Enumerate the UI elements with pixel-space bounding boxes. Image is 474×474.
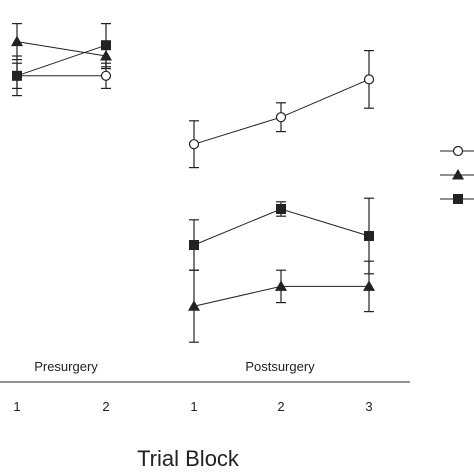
legend-marker-circle [452,145,464,157]
data-point-triangle [100,50,112,61]
phase-label-presurgery: Presurgery [34,359,98,374]
series-line-triangle [16,41,107,57]
data-point-triangle [11,35,23,47]
phase-label-postsurgery: Postsurgery [245,359,315,374]
series-line-square [16,44,107,77]
data-markers [11,35,375,311]
x-tick-label: 2 [277,399,284,414]
x-tick-label: 3 [365,399,372,414]
x-tick-label: 2 [102,399,109,414]
x-axis-title: Trial Block [137,446,240,471]
error-bars [12,23,374,343]
legend-marker-triangle [452,169,464,180]
data-point-square [101,40,111,51]
data-point-square [12,70,22,81]
legend [440,145,474,204]
legend-marker-square [453,194,463,204]
data-point-square [189,240,199,250]
data-point-square [364,231,374,241]
data-point-circle [188,139,200,150]
data-point-square [276,204,286,214]
data-point-triangle [275,280,287,291]
data-point-circle [275,112,287,123]
data-point-circle [100,70,112,81]
data-point-triangle [363,280,375,291]
series-lines [16,41,370,307]
data-point-triangle [188,300,200,311]
x-tick-label: 1 [190,399,197,414]
data-point-circle [363,74,375,85]
x-tick-label: 1 [13,399,20,414]
